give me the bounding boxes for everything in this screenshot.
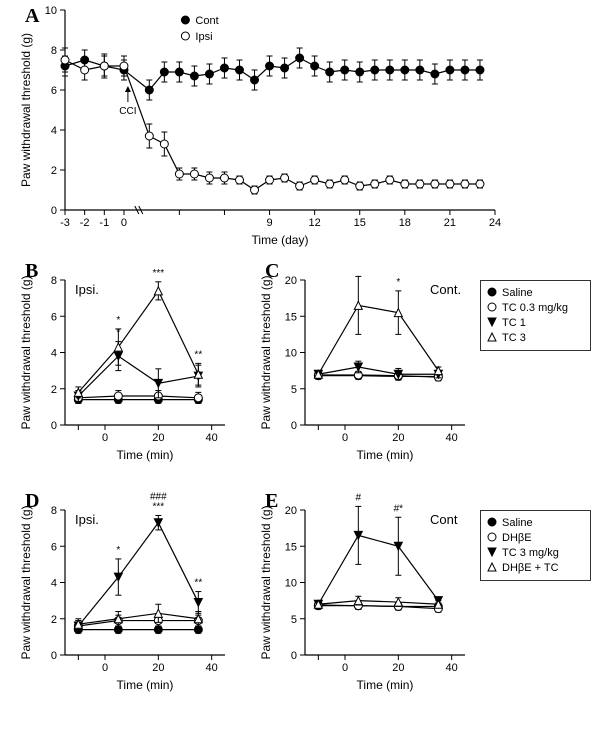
svg-text:Paw withdrawal threshold (g): Paw withdrawal threshold (g) (259, 505, 273, 659)
svg-text:Time (min): Time (min) (117, 678, 174, 692)
svg-text:***: *** (152, 501, 164, 512)
svg-text:21: 21 (444, 217, 456, 229)
svg-text:40: 40 (206, 662, 218, 674)
svg-text:Paw withdrawal threshold (g): Paw withdrawal threshold (g) (259, 275, 273, 429)
svg-text:10: 10 (285, 348, 297, 360)
svg-text:15: 15 (285, 541, 297, 553)
svg-text:TC 3 mg/kg: TC 3 mg/kg (502, 547, 559, 559)
legend-legendDE: Saline DHβE TC 3 mg/kg DHβE + TC (480, 510, 594, 584)
svg-text:4: 4 (51, 125, 57, 137)
svg-text:Time (min): Time (min) (357, 448, 414, 462)
svg-text:DHβE + TC: DHβE + TC (502, 562, 559, 574)
svg-text:10: 10 (285, 578, 297, 590)
svg-text:#: # (356, 492, 362, 503)
chart-E: 0 5 10 15 20 0 20 40 Time (min) Paw withdrawal th… (255, 500, 495, 705)
svg-text:5: 5 (291, 384, 297, 396)
svg-text:6: 6 (51, 85, 57, 97)
svg-text:2: 2 (51, 165, 57, 177)
svg-text:6: 6 (51, 541, 57, 553)
svg-text:TC 0.3 mg/kg: TC 0.3 mg/kg (502, 302, 568, 314)
svg-text:Time (min): Time (min) (117, 448, 174, 462)
svg-text:Paw withdrawal threshold (g): Paw withdrawal threshold (g) (19, 505, 33, 659)
svg-text:*: * (116, 315, 120, 326)
svg-text:DHβE: DHβE (502, 532, 532, 544)
svg-text:40: 40 (206, 432, 218, 444)
svg-text:Time (day): Time (day) (252, 233, 309, 247)
svg-text:20: 20 (285, 505, 297, 517)
svg-text:Time (min): Time (min) (357, 678, 414, 692)
chart-D: 0 2 4 6 8 0 20 40 Time (min) Paw withdrawal thres… (15, 500, 255, 705)
svg-text:8: 8 (51, 275, 57, 287)
svg-text:#*: #* (394, 503, 404, 514)
svg-text:24: 24 (489, 217, 501, 229)
svg-text:*: * (396, 277, 400, 288)
svg-text:4: 4 (51, 348, 57, 360)
svg-text:10: 10 (45, 5, 57, 17)
svg-text:CCI: CCI (119, 106, 136, 117)
svg-text:15: 15 (354, 217, 366, 229)
svg-text:0: 0 (291, 420, 297, 432)
svg-text:9: 9 (266, 217, 272, 229)
svg-text:8: 8 (51, 45, 57, 57)
svg-text:12: 12 (309, 217, 321, 229)
svg-text:0: 0 (102, 662, 108, 674)
chart-B: 0 2 4 6 8 0 20 40 Time (min) Paw withdrawal thres… (15, 270, 255, 475)
svg-text:20: 20 (392, 432, 404, 444)
svg-text:20: 20 (152, 432, 164, 444)
svg-text:0: 0 (342, 432, 348, 444)
svg-text:**: ** (194, 578, 202, 589)
svg-text:Ipsi: Ipsi (195, 31, 212, 43)
svg-text:TC 3: TC 3 (502, 332, 526, 344)
svg-text:5: 5 (291, 614, 297, 626)
svg-text:*: * (116, 545, 120, 556)
svg-text:-2: -2 (80, 217, 90, 229)
svg-text:***: *** (152, 268, 164, 279)
svg-text:0: 0 (342, 662, 348, 674)
svg-text:Saline: Saline (502, 287, 533, 299)
svg-text:0: 0 (51, 205, 57, 217)
legend-legendBC: Saline TC 0.3 mg/kg TC 1 TC 3 (480, 280, 594, 354)
svg-text:-1: -1 (99, 217, 109, 229)
svg-text:2: 2 (51, 614, 57, 626)
svg-text:Paw withdrawal threshold (g): Paw withdrawal threshold (g) (19, 275, 33, 429)
svg-text:18: 18 (399, 217, 411, 229)
svg-text:20: 20 (285, 275, 297, 287)
svg-text:Cont: Cont (195, 15, 218, 27)
svg-text:**: ** (194, 349, 202, 360)
figure-root: A0246810-3-2-1091215182124Time (day)Paw … (0, 0, 600, 730)
svg-text:Paw withdrawal threshold (g): Paw withdrawal threshold (g) (19, 33, 33, 187)
chart-C: 0 5 10 15 20 0 20 40 Time (min) Paw withdrawal th… (255, 270, 495, 475)
svg-text:0: 0 (291, 650, 297, 662)
svg-text:15: 15 (285, 311, 297, 323)
svg-text:40: 40 (446, 432, 458, 444)
svg-text:40: 40 (446, 662, 458, 674)
svg-text:6: 6 (51, 311, 57, 323)
svg-text:0: 0 (51, 650, 57, 662)
svg-text:0: 0 (51, 420, 57, 432)
svg-text:20: 20 (392, 662, 404, 674)
svg-text:Saline: Saline (502, 517, 533, 529)
svg-text:2: 2 (51, 384, 57, 396)
svg-text:8: 8 (51, 505, 57, 517)
svg-text:TC 1: TC 1 (502, 317, 526, 329)
chart-A: 0246810-3-2-1091215182124Time (day)Paw w… (15, 0, 525, 260)
svg-text:4: 4 (51, 578, 57, 590)
svg-text:0: 0 (121, 217, 127, 229)
svg-text:20: 20 (152, 662, 164, 674)
svg-text:-3: -3 (60, 217, 70, 229)
svg-text:0: 0 (102, 432, 108, 444)
